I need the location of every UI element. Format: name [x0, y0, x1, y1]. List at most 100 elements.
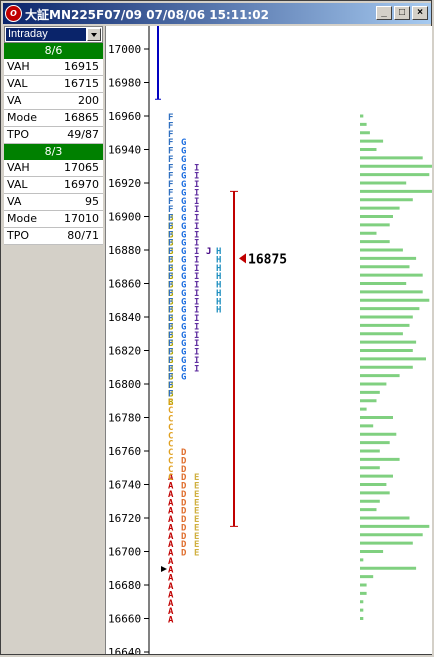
tpo-letter: F — [168, 147, 173, 157]
minimize-button[interactable]: _ — [376, 6, 392, 20]
tpo-letter: I — [194, 214, 199, 224]
tpo-letter: D — [181, 515, 187, 525]
tpo-letter: I — [194, 364, 199, 374]
stat-value: 49/87 — [67, 128, 99, 141]
open-marker-icon — [161, 566, 167, 572]
tpo-letter: G — [181, 188, 186, 198]
tpo-letter: F — [168, 331, 173, 341]
tpo-letter: H — [216, 289, 221, 299]
tpo-letter: I — [194, 348, 199, 358]
tpo-letter: I — [194, 322, 199, 332]
market-profile-chart[interactable]: 17000 16980 16960 16940 16920 16900 16880 16860… — [105, 26, 432, 654]
tpo-letter: C — [168, 431, 173, 441]
stat-value: 95 — [85, 195, 99, 208]
volume-bar — [360, 374, 400, 378]
volume-bar — [360, 424, 374, 428]
tpo-letter: B — [168, 339, 174, 349]
app-logo-icon[interactable]: o — [5, 5, 22, 22]
volume-bar — [360, 365, 413, 369]
stat-value: 16865 — [64, 111, 99, 124]
tpo-letter: A — [168, 498, 174, 508]
tpo-letter: B — [168, 230, 174, 240]
tpo-letter: G — [181, 289, 186, 299]
volume-bar — [360, 399, 377, 403]
volume-bar — [360, 491, 390, 495]
stat-value: 80/71 — [67, 229, 99, 242]
volume-bar — [360, 273, 423, 277]
title-bar[interactable]: o 大証MN225F07/09 07/08/06 15:11:02 _ □ × — [3, 3, 431, 24]
axis-tick-label: 16640 — [108, 646, 141, 654]
tpo-letter: G — [181, 205, 186, 215]
volume-bar — [360, 466, 380, 470]
tpo-letter: G — [181, 230, 186, 240]
tpo-letter: G — [181, 147, 186, 157]
tpo-letter: F — [168, 272, 173, 282]
volume-bar — [360, 416, 393, 419]
tpo-letter: F — [168, 230, 173, 240]
volume-bar — [360, 307, 420, 311]
tpo-letter: I — [194, 339, 199, 349]
tpo-letter: A — [168, 523, 174, 533]
tpo-letter: H — [216, 306, 221, 316]
tpo-letter: H — [216, 247, 221, 257]
tpo-letter: F — [168, 188, 173, 198]
tpo-letter: G — [181, 214, 186, 224]
tpo-letter: G — [181, 356, 186, 366]
volume-bar — [360, 382, 387, 386]
axis-tick-label: 16720 — [108, 512, 141, 525]
tpo-letter: E — [194, 540, 199, 550]
tpo-letter: I — [194, 264, 199, 274]
volume-bar — [360, 407, 367, 411]
volume-bar — [360, 533, 423, 537]
tpo-letter: B — [168, 348, 174, 358]
tpo-letter: B — [168, 322, 174, 332]
axis-tick-label: 16860 — [108, 278, 141, 291]
stat-value: 17065 — [64, 161, 99, 174]
stat-row-val: VAL 16970 — [4, 177, 103, 194]
tpo-letter: F — [168, 389, 173, 399]
volume-bar — [360, 206, 400, 210]
tpo-letter: I — [194, 297, 199, 307]
axis-tick-label: 16660 — [108, 613, 141, 626]
tpo-letter: F — [168, 281, 173, 291]
stat-value: 16970 — [64, 178, 99, 191]
tpo-letter: G — [181, 339, 186, 349]
tpo-letter: D — [181, 540, 187, 550]
tpo-letter: G — [181, 331, 186, 341]
volume-bar — [360, 516, 410, 520]
tpo-letter: D — [181, 465, 187, 475]
chart-canvas[interactable]: 17000 16980 16960 16940 16920 16900 16880 16860… — [106, 26, 432, 654]
tpo-letter: G — [181, 138, 186, 148]
volume-bar — [360, 231, 377, 235]
chevron-down-icon[interactable] — [87, 28, 101, 41]
tpo-letter: E — [194, 532, 199, 542]
tpo-letter: G — [181, 272, 186, 282]
volume-bar — [360, 583, 367, 587]
volume-bar — [360, 173, 430, 177]
volume-bar — [360, 164, 432, 168]
tpo-letter: H — [216, 255, 221, 265]
tpo-letter: F — [168, 381, 173, 391]
current-price-label: 16875 — [248, 252, 287, 267]
tpo-letter: F — [168, 197, 173, 207]
close-button[interactable]: × — [412, 6, 428, 20]
tpo-letter: I — [194, 197, 199, 207]
tpo-letter: B — [168, 264, 174, 274]
tpo-letter: H — [216, 264, 221, 274]
tpo-letter: D — [181, 456, 187, 466]
tpo-letter: D — [181, 532, 187, 542]
tpo-letter: A — [168, 599, 174, 609]
stat-label: VA — [7, 94, 22, 107]
tpo-letter: F — [168, 121, 173, 131]
mode-select[interactable]: Intraday — [4, 26, 103, 43]
tpo-letter: I — [194, 255, 199, 265]
maximize-button[interactable]: □ — [394, 6, 410, 20]
current-price-arrow-icon — [239, 253, 246, 264]
tpo-letter: B — [168, 364, 174, 374]
tpo-letter: I — [194, 180, 199, 190]
stat-label: VA — [7, 195, 22, 208]
axis-tick-label: 16840 — [108, 311, 141, 324]
axis-tick-label: 16960 — [108, 110, 141, 123]
volume-bar — [360, 256, 417, 260]
tpo-letter: B — [168, 239, 174, 249]
